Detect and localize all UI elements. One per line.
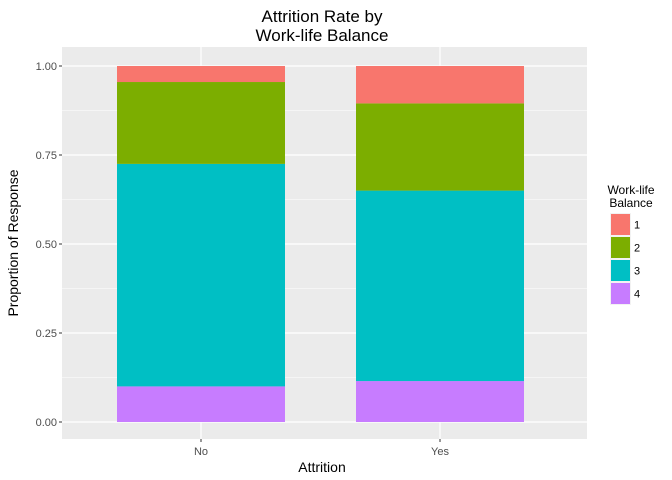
- bar-no-level-2: [117, 82, 285, 164]
- x-tick-label: No: [194, 446, 208, 458]
- x-axis: No Yes: [194, 439, 449, 458]
- bar-yes-level-2: [356, 103, 524, 191]
- legend-title-line-1: Work-life: [607, 183, 654, 197]
- legend-items: 1 2 3 4: [610, 213, 640, 305]
- x-axis-title: Attrition: [298, 459, 345, 475]
- y-tick-label: 1.00: [36, 61, 57, 73]
- bar-yes-level-1: [356, 66, 524, 104]
- bar-yes-level-3: [356, 190, 524, 382]
- bar-no-level-3: [117, 163, 285, 387]
- legend-label-1: 1: [634, 220, 640, 232]
- bar-no-level-1: [117, 66, 285, 83]
- legend-swatch-4: [611, 283, 630, 304]
- legend: Work-life Balance 1 2 3 4: [607, 183, 655, 305]
- y-axis: 0.00 0.25 0.50 0.75 1.00: [36, 61, 62, 429]
- bar-no-level-4: [117, 386, 285, 422]
- legend-swatch-1: [611, 214, 630, 235]
- y-tick-label: 0.00: [36, 417, 57, 429]
- chart-title-line-2: Work-life Balance: [256, 26, 389, 45]
- legend-swatch-3: [611, 260, 630, 281]
- bars: [117, 66, 524, 422]
- bar-yes-level-4: [356, 381, 524, 422]
- y-tick-label: 0.75: [36, 150, 57, 162]
- y-tick-label: 0.25: [36, 328, 57, 340]
- chart-title-line-1: Attrition Rate by: [262, 7, 383, 26]
- legend-title-line-2: Balance: [609, 196, 653, 210]
- y-axis-title: Proportion of Response: [5, 169, 21, 316]
- legend-label-4: 4: [634, 289, 640, 301]
- legend-swatch-2: [611, 237, 630, 258]
- legend-label-3: 3: [634, 266, 640, 278]
- legend-label-2: 2: [634, 243, 640, 255]
- y-tick-label: 0.50: [36, 239, 57, 251]
- x-tick-label: Yes: [431, 446, 449, 458]
